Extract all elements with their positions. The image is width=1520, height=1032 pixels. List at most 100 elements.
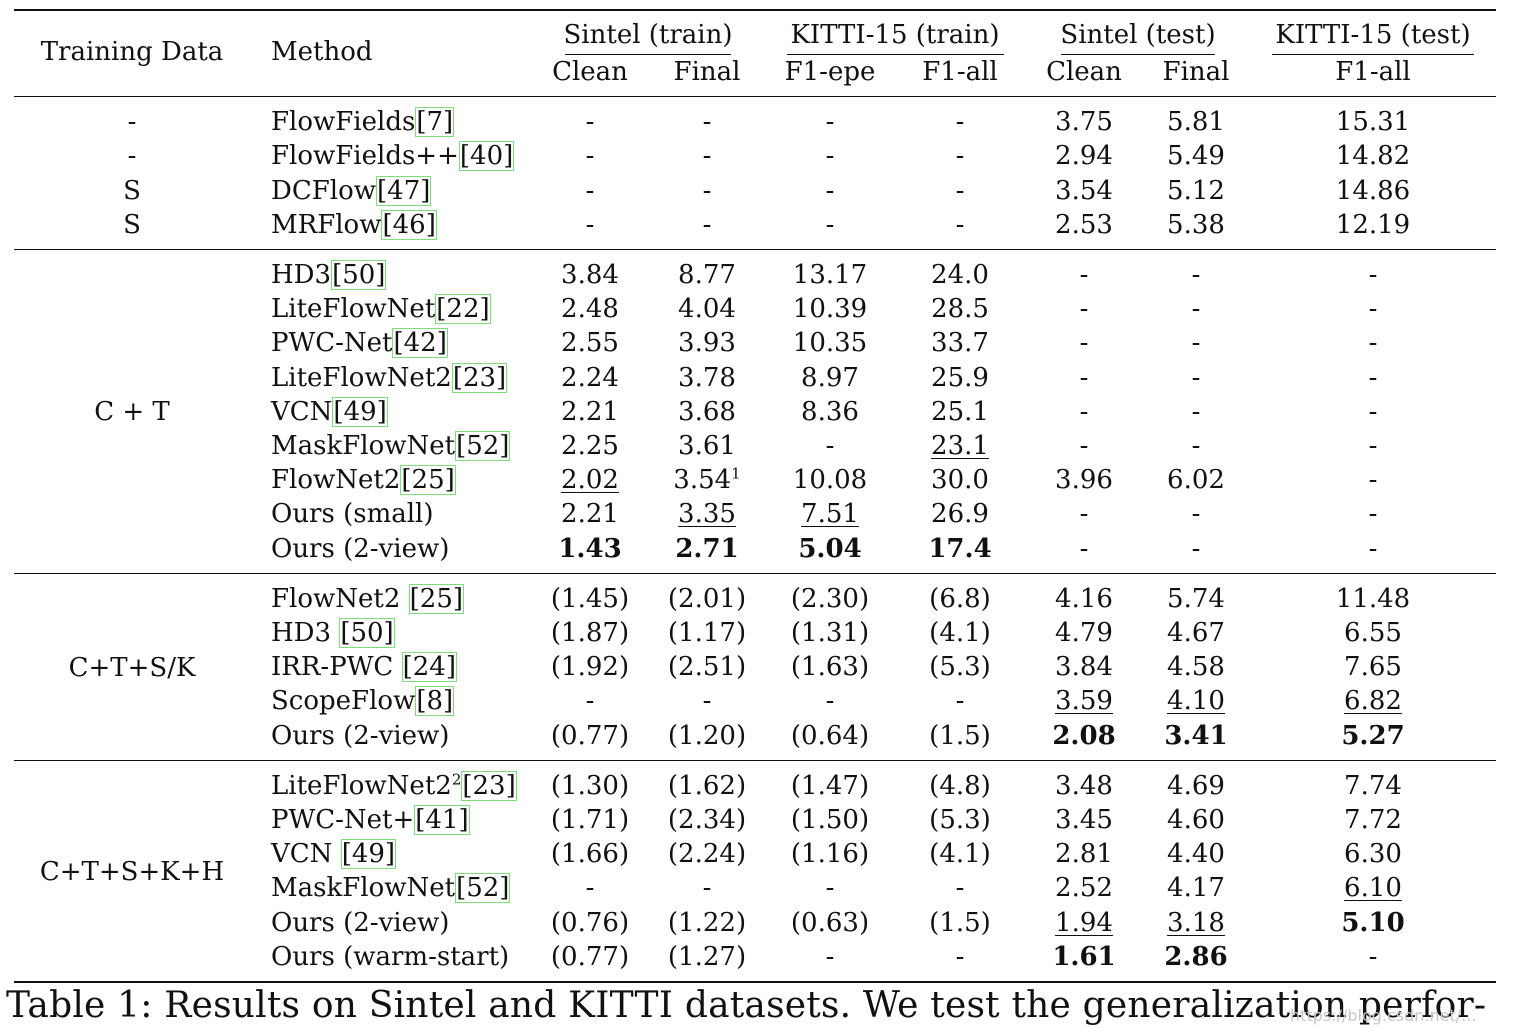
- citation-link[interactable]: [23]: [451, 363, 508, 393]
- value-cell: 2.48: [561, 292, 619, 326]
- citation-link[interactable]: [24]: [401, 652, 457, 682]
- value-cell: 3.41: [1164, 719, 1227, 753]
- value-cell: 5.74: [1167, 582, 1225, 616]
- value-cell: -: [1192, 326, 1201, 360]
- citation-link[interactable]: [47]: [376, 176, 432, 206]
- value-text: 11.48: [1335, 584, 1411, 614]
- value-text: 2.08: [1052, 721, 1116, 751]
- value-text: -: [1079, 397, 1089, 427]
- method-name: FlowNet2: [271, 465, 401, 495]
- value-cell: -: [1369, 361, 1378, 395]
- value-cell: 3.68: [678, 395, 736, 429]
- table-caption: Table 1: Results on Sintel and KITTI dat…: [6, 985, 1487, 1026]
- value-text: (1.47): [790, 771, 870, 801]
- value-cell: -: [1192, 361, 1201, 395]
- citation-link[interactable]: [23]: [461, 771, 517, 801]
- value-text: 4.10: [1167, 686, 1225, 716]
- value-cell: 7.51: [801, 497, 859, 531]
- value-cell: 2.53: [1055, 208, 1113, 242]
- value-cell: -: [826, 429, 835, 463]
- value-cell: (2.51): [668, 650, 746, 684]
- method-cell: HD3[50]: [271, 258, 387, 292]
- value-cell: 5.49: [1167, 139, 1225, 173]
- citation-link[interactable]: [25]: [400, 465, 456, 495]
- value-cell: 2.94: [1055, 139, 1113, 173]
- value-cell: -: [1192, 497, 1201, 531]
- method-name: MaskFlowNet: [271, 873, 456, 903]
- method-name: VCN: [271, 839, 341, 869]
- value-cell: 3.59: [1055, 684, 1113, 718]
- value-cell: -: [956, 208, 965, 242]
- value-cell: (0.77): [551, 940, 629, 974]
- value-cell: -: [1369, 258, 1378, 292]
- value-text: (1.22): [667, 908, 747, 938]
- header-group-sintel-train: Sintel (train): [563, 20, 733, 50]
- citation-link[interactable]: [50]: [339, 618, 395, 648]
- value-text: (2.34): [667, 805, 747, 835]
- value-text: -: [1368, 397, 1378, 427]
- value-cell: -: [1369, 497, 1378, 531]
- method-name: DCFlow: [271, 176, 377, 206]
- citation-link[interactable]: [40]: [458, 141, 515, 171]
- value-text: -: [585, 686, 595, 716]
- group-underline: [1061, 54, 1215, 55]
- header-col-sintel-train-clean: Clean: [552, 57, 628, 87]
- citation-link[interactable]: [52]: [455, 873, 511, 903]
- citation-link[interactable]: [22]: [435, 294, 491, 324]
- value-cell: -: [1192, 395, 1201, 429]
- header-training-data: Training Data: [40, 37, 224, 67]
- citation-link[interactable]: [7]: [415, 107, 455, 137]
- value-text: -: [825, 210, 835, 240]
- value-text: 14.82: [1335, 141, 1411, 171]
- value-text: -: [1191, 431, 1201, 461]
- citation-link[interactable]: [46]: [381, 210, 437, 240]
- value-cell: 5.27: [1341, 719, 1404, 753]
- value-text: (1.87): [550, 618, 630, 648]
- value-text: 5.27: [1341, 721, 1405, 751]
- value-text: 2.52: [1055, 873, 1113, 903]
- section-label: C+T+S+K+H: [39, 856, 225, 887]
- top-rule: [14, 9, 1496, 11]
- value-text: 3.78: [678, 363, 736, 393]
- value-cell: 4.60: [1167, 803, 1225, 837]
- value-cell: 10.08: [793, 463, 867, 497]
- bottom-rule: [14, 981, 1496, 983]
- value-cell: -: [1080, 532, 1089, 566]
- value-text: -: [955, 141, 965, 171]
- value-text: 12.19: [1335, 210, 1411, 240]
- value-cell: 2.21: [561, 497, 619, 531]
- value-text: -: [702, 176, 712, 206]
- value-cell: 2.21: [561, 395, 619, 429]
- value-text: -: [1191, 363, 1201, 393]
- value-cell: 3.18: [1167, 906, 1225, 940]
- method-cell: FlowNet2 [25]: [271, 582, 465, 616]
- footnote-mark: 2: [451, 770, 462, 789]
- citation-link[interactable]: [42]: [392, 328, 448, 358]
- value-text: (1.5): [929, 721, 991, 751]
- value-text: 6.02: [1167, 465, 1225, 495]
- value-text: -: [585, 176, 595, 206]
- citation-link[interactable]: [41]: [414, 805, 470, 835]
- method-cell: HD3 [50]: [271, 616, 395, 650]
- value-text: 5.10: [1341, 908, 1405, 938]
- citation-link[interactable]: [50]: [331, 260, 387, 290]
- citation-link[interactable]: [8]: [415, 686, 455, 716]
- method-name: PWC-Net+: [271, 805, 415, 835]
- value-cell: -: [703, 684, 712, 718]
- value-cell: 5.81: [1167, 105, 1225, 139]
- citation-link[interactable]: [49]: [332, 397, 388, 427]
- value-text: -: [1191, 534, 1201, 564]
- method-name: Ours (small): [271, 499, 434, 529]
- section-label: C+T+S/K: [68, 652, 196, 683]
- value-text: (2.51): [667, 652, 747, 682]
- value-text: 3.18: [1167, 908, 1225, 938]
- value-text: 17.4: [928, 534, 992, 564]
- value-cell: 5.38: [1167, 208, 1225, 242]
- value-text: 6.82: [1344, 686, 1402, 716]
- header-method: Method: [271, 37, 373, 67]
- value-cell: 25.9: [931, 361, 989, 395]
- value-text: -: [1368, 465, 1378, 495]
- citation-link[interactable]: [49]: [340, 839, 397, 869]
- citation-link[interactable]: [52]: [455, 431, 511, 461]
- citation-link[interactable]: [25]: [408, 584, 465, 614]
